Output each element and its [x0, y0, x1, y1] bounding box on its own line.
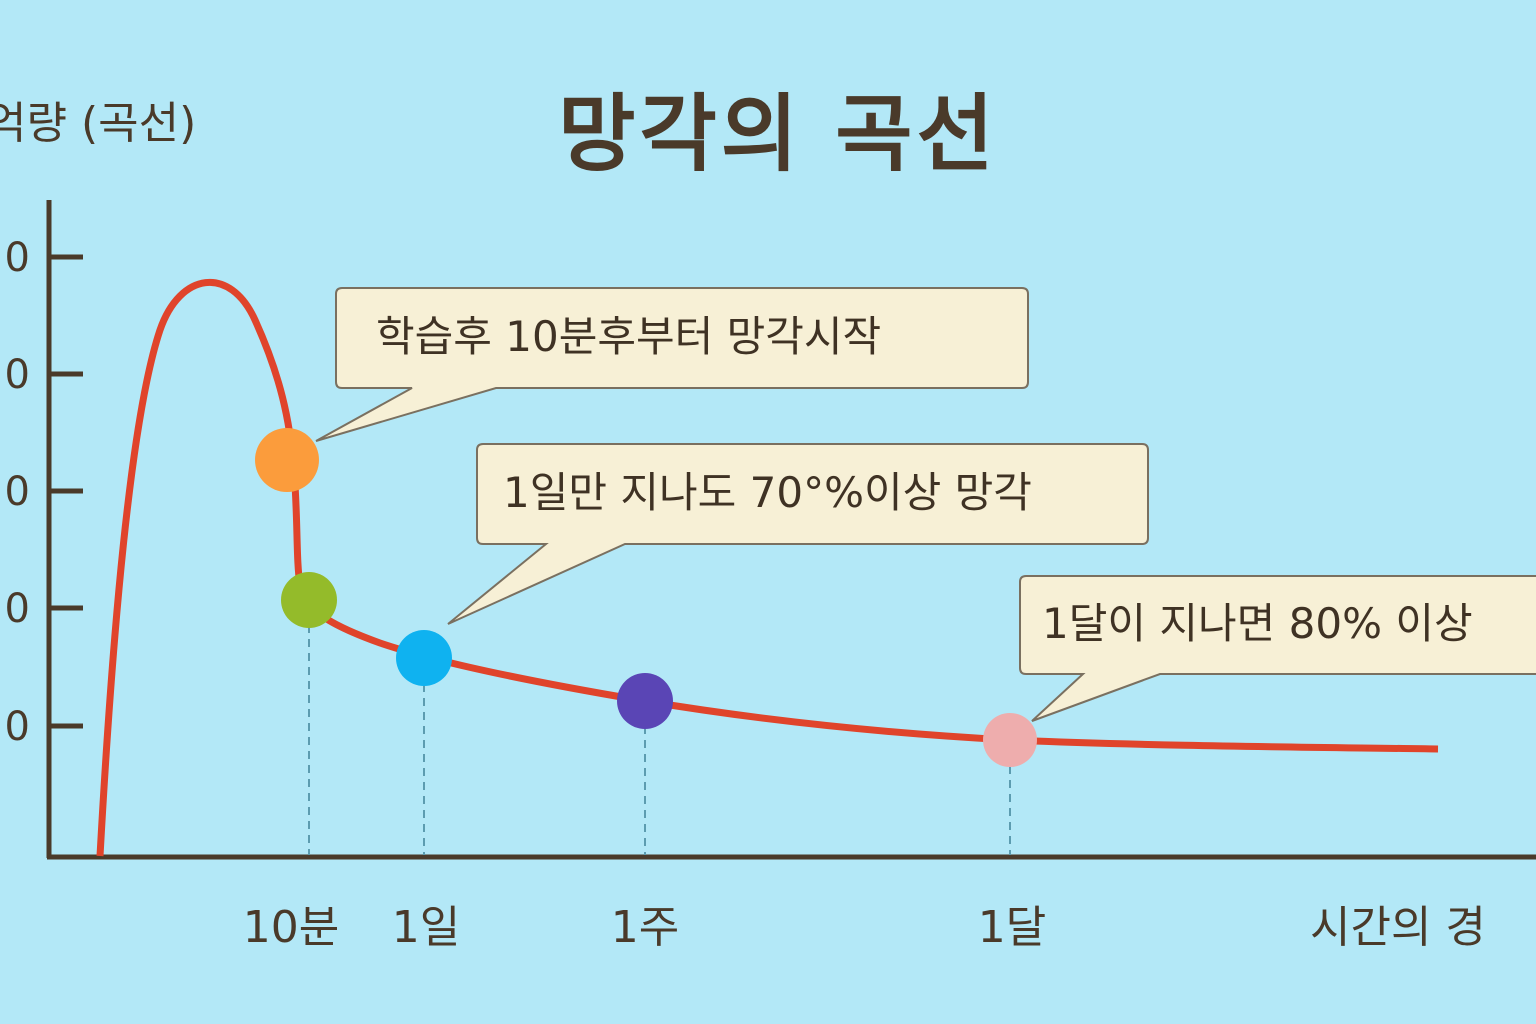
x-tick-label-1day: 1일: [391, 902, 461, 953]
chart-title: 망각의 곡선: [558, 85, 998, 183]
marker-purple: [617, 673, 673, 729]
y-tick-label: 0: [4, 352, 30, 398]
callout-text-1: 학습후 10분후부터 망각시작: [376, 312, 882, 361]
y-tick-label: 0: [4, 235, 30, 281]
callout-bubble-1: [315, 287, 1029, 442]
marker-blue: [396, 630, 452, 686]
marker-green: [281, 572, 337, 628]
y-tick-label: 0: [4, 586, 30, 632]
y-axis-label: 억량 (곡선): [0, 98, 197, 149]
callout-bubble-3: [1019, 575, 1536, 722]
callout-text-2: 1일만 지나도 70°%이상 망각: [503, 468, 1032, 517]
y-axis-ticks: [49, 254, 83, 729]
callout-bubble-2: [447, 443, 1149, 625]
marker-pink: [983, 713, 1037, 767]
drop-lines: [308, 625, 1011, 855]
marker-orange: [255, 428, 319, 492]
y-tick-label: 0: [4, 469, 30, 515]
y-tick-label: 0: [4, 704, 30, 750]
x-tick-label-1week: 1주: [610, 902, 680, 953]
x-tick-label-1month: 1달: [977, 902, 1047, 953]
x-tick-label-10min: 10분: [242, 902, 340, 953]
callout-text-3: 1달이 지나면 80% 이상: [1042, 599, 1473, 648]
x-axis-label: 시간의 경: [1310, 902, 1486, 953]
